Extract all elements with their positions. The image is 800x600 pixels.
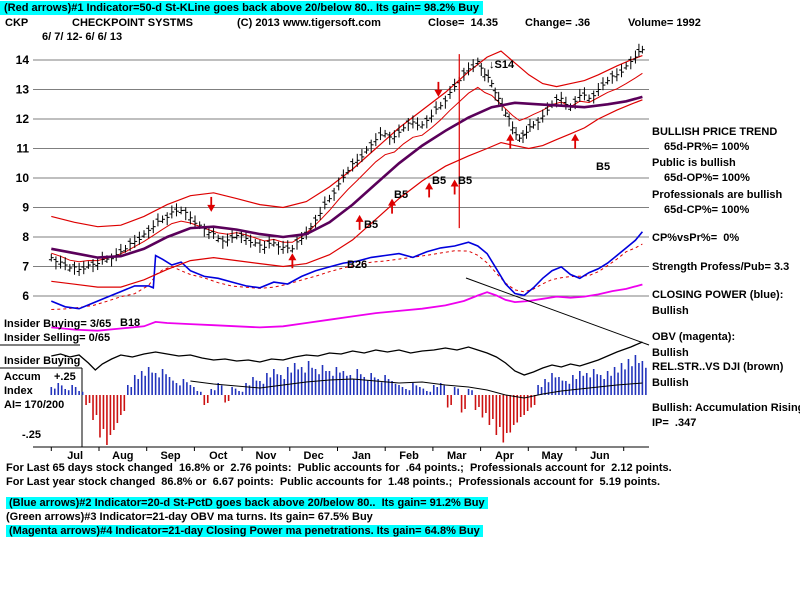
left-label: Insider Buying= 3/65 <box>4 318 112 330</box>
svg-text:12: 12 <box>16 112 30 126</box>
left-label: Insider Buying <box>4 355 81 367</box>
company-name: CHECKPOINT SYSTMS <box>72 17 194 29</box>
svg-text:6: 6 <box>22 289 29 303</box>
right-panel-line: IP= .347 <box>652 417 697 429</box>
footer-line-2: For Last year stock changed 86.8% or 6.6… <box>6 476 661 488</box>
footer-line-5: (Magenta arrows)#4 Indicator=21-day Clos… <box>6 525 483 537</box>
svg-text:B26: B26 <box>347 259 367 271</box>
right-panel-line: Bullish <box>652 305 689 317</box>
svg-text:10: 10 <box>16 171 30 185</box>
footer-line-3: (Blue arrows)#2 Indicator=20-d St-PctD g… <box>6 497 488 509</box>
right-panel-line: Bullish: Accumulation Rising <box>652 402 800 414</box>
close-value: Close= 14.35 <box>428 17 499 29</box>
svg-text:Dec: Dec <box>304 450 324 462</box>
footer-line-1: For Last 65 days stock changed 16.8% or … <box>6 462 672 474</box>
svg-text:Aug: Aug <box>112 450 133 462</box>
date-range: 6/ 7/ 12- 6/ 6/ 13 <box>42 31 123 43</box>
svg-text:B5: B5 <box>432 175 446 187</box>
right-panel-line: CLOSING POWER (blue): <box>652 289 784 301</box>
svg-text:Oct: Oct <box>209 450 228 462</box>
right-panel-line: Bullish <box>652 347 689 359</box>
quote-header: CKP CHECKPOINT SYSTMS (C) 2013 www.tiger… <box>0 17 800 30</box>
indicator1-banner: (Red arrows)#1 Indicator=50-d St-KLine g… <box>0 1 483 15</box>
svg-text:14: 14 <box>16 53 30 67</box>
svg-text:7: 7 <box>22 260 29 274</box>
right-panel-line: OBV (magenta): <box>652 331 736 343</box>
left-label: -.25 <box>22 429 41 441</box>
svg-text:B5: B5 <box>596 161 610 173</box>
svg-text:May: May <box>541 450 563 462</box>
change-value: Change= .36 <box>525 17 591 29</box>
left-label: +.25 <box>54 371 76 383</box>
right-panel-line: Strength Profess/Pub= 3.3 <box>652 261 790 273</box>
svg-text:Apr: Apr <box>495 450 515 462</box>
right-panel-line: CP%vsPr%= 0% <box>652 232 740 244</box>
right-panel-line: 65d-OP%= 100% <box>664 172 750 184</box>
svg-text:↓S14: ↓S14 <box>489 59 515 71</box>
left-label: Index <box>4 385 33 397</box>
svg-text:B18: B18 <box>120 317 140 329</box>
svg-text:Nov: Nov <box>256 450 278 462</box>
footer-line-4: (Green arrows)#3 Indicator=21-day OBV ma… <box>6 511 373 523</box>
left-label: AI= 170/200 <box>4 399 65 411</box>
copyright-text: (C) 2013 www.tigersoft.com <box>237 17 381 29</box>
left-label: Accum <box>4 371 41 383</box>
right-panel-line: Bullish <box>652 377 689 389</box>
svg-text:B5: B5 <box>394 189 408 201</box>
svg-text:Sep: Sep <box>160 450 180 462</box>
svg-text:Mar: Mar <box>447 450 467 462</box>
svg-text:Jun: Jun <box>590 450 610 462</box>
svg-text:13: 13 <box>16 83 30 97</box>
svg-text:Jul: Jul <box>67 450 83 462</box>
right-panel-line: Professionals are bullish <box>652 189 783 201</box>
svg-text:9: 9 <box>22 201 29 215</box>
ticker-symbol: CKP <box>5 17 29 29</box>
svg-text:8: 8 <box>22 230 29 244</box>
svg-text:Feb: Feb <box>399 450 419 462</box>
right-panel-line: Public is bullish <box>652 157 736 169</box>
right-panel-line: REL.STR..VS DJI (brown) <box>652 361 784 373</box>
volume-value: Volume= 1992 <box>628 17 701 29</box>
svg-text:B5: B5 <box>458 175 472 187</box>
left-label: Insider Selling= 0/65 <box>4 332 111 344</box>
svg-text:11: 11 <box>16 142 29 156</box>
right-panel-line: 65d-PR%= 100% <box>664 141 750 153</box>
right-panel-line: 65d-CP%= 100% <box>664 204 750 216</box>
svg-text:Jan: Jan <box>352 450 371 462</box>
svg-text:B5: B5 <box>364 219 378 231</box>
right-panel-line: BULLISH PRICE TREND <box>652 126 778 138</box>
